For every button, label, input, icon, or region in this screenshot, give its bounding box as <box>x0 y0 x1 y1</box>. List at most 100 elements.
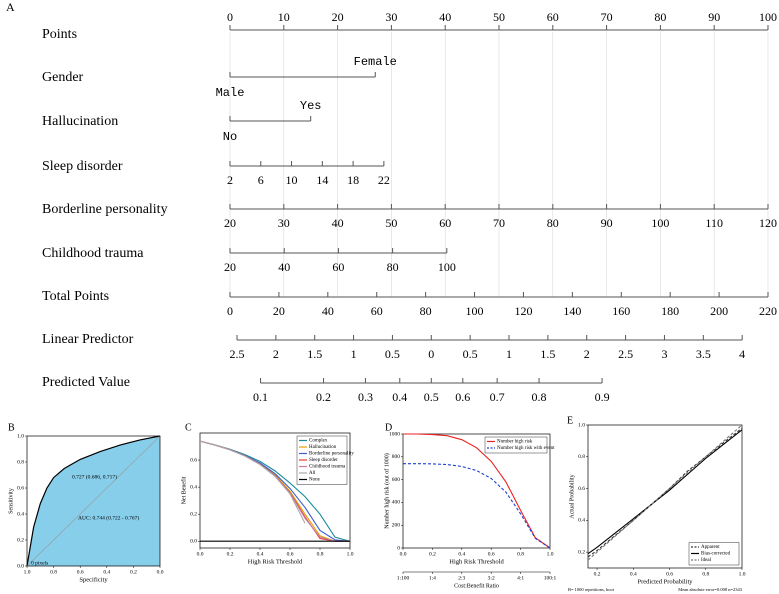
y-tick-label: 0.2 <box>190 511 197 517</box>
panel-label: B <box>8 422 15 433</box>
x-axis-label: Predicted Probability <box>637 578 693 585</box>
x-tick-label: 0.2 <box>130 569 137 575</box>
x-tick-label: 0.8 <box>50 569 57 575</box>
y-tick-label: 0.4 <box>190 484 197 490</box>
tick-label: 90 <box>601 216 613 230</box>
x-tick-label: 0.8 <box>317 551 324 557</box>
series-line <box>403 463 551 549</box>
tick-label: 110 <box>705 216 723 230</box>
series-line <box>587 427 743 558</box>
footnote: Mean absolute error=0.008 n=2343 <box>678 587 743 592</box>
tick-label: 40 <box>322 304 334 318</box>
tick-label: 200 <box>710 304 728 318</box>
y-axis-label: Net Benefit <box>180 476 187 504</box>
level-label: Male <box>216 86 245 100</box>
x-tick-label: 0.6 <box>77 569 84 575</box>
tick-label: 60 <box>439 216 451 230</box>
y-tick-label: 0.6 <box>17 485 24 491</box>
tick-label: 30 <box>385 10 397 24</box>
tick-label: 1 <box>506 347 512 361</box>
plot-frame <box>26 435 161 567</box>
tick-label: 14 <box>316 173 328 187</box>
y-axis-label: Actual Probability <box>569 474 575 518</box>
row-label: Childhood trauma <box>42 246 144 261</box>
y-tick-label: 0.8 <box>17 459 24 465</box>
tick-label: 180 <box>661 304 679 318</box>
tick-label: 80 <box>654 10 666 24</box>
tick-label: 0 <box>227 304 233 318</box>
tick-label: 30 <box>278 216 290 230</box>
x2-tick-label: 1:100 <box>397 575 410 581</box>
tick-label: 10 <box>286 173 298 187</box>
row-label: Total Points <box>42 289 109 304</box>
tick-label: 2.5 <box>618 347 633 361</box>
tick-label: 6 <box>258 173 264 187</box>
row-label: Sleep disorder <box>42 159 123 174</box>
tick-label: 0.9 <box>595 390 610 404</box>
series-line <box>403 433 551 549</box>
x-tick-label: 0.2 <box>594 571 601 577</box>
legend-label: Ideal <box>701 558 712 563</box>
footnote: B= 1000 repetitions, boot <box>568 587 615 593</box>
x-tick-label: 0.4 <box>257 551 264 557</box>
tick-label: 0.8 <box>532 390 547 404</box>
x-axis-label: High Risk Threshold <box>449 558 504 565</box>
x2-tick-label: 2:3 <box>458 575 465 581</box>
legend-label: Borderline personality <box>309 452 354 457</box>
tick-label: 0.4 <box>392 390 407 404</box>
x-axis-label: High Risk Threshold <box>248 558 303 565</box>
tick-label: 90 <box>708 10 720 24</box>
x-tick-label: 0.2 <box>429 551 436 557</box>
legend-label: Hallucination <box>309 445 337 450</box>
tick-label: 2 <box>273 347 279 361</box>
tick-label: 2.5 <box>229 347 244 361</box>
y-tick-label: 0.6 <box>578 486 585 492</box>
annotation: AUC: 0.744 (0.722 - 0.767) <box>78 514 139 521</box>
legend-label: Complex <box>309 439 328 444</box>
x-tick-label: 0.8 <box>702 571 709 577</box>
tick-label: 3.5 <box>696 347 711 361</box>
tick-label: 2 <box>227 173 233 187</box>
tick-label: 160 <box>612 304 630 318</box>
y-tick-label: 600 <box>392 477 401 483</box>
x-tick-label: 1.0 <box>347 551 354 557</box>
y-tick-label: 0.8 <box>578 454 585 460</box>
y-tick-label: 1.0 <box>17 433 24 439</box>
y-tick-label: 0.4 <box>578 518 585 524</box>
tick-label: 3 <box>661 347 667 361</box>
tick-label: 70 <box>493 216 505 230</box>
y-tick-label: 800 <box>392 454 401 460</box>
legend-label: None <box>309 478 321 483</box>
legend-box <box>484 436 548 454</box>
y-tick-label: 200 <box>392 522 401 528</box>
x-tick-label: 0.6 <box>488 551 495 557</box>
level-label: Female <box>354 55 397 69</box>
tick-label: 60 <box>332 260 344 274</box>
row-label: Linear Predictor <box>42 332 134 347</box>
tick-label: 0.5 <box>463 347 478 361</box>
x-tick-label: 0.6 <box>287 551 294 557</box>
tick-label: 100 <box>438 260 456 274</box>
tick-label: 100 <box>466 304 484 318</box>
y-tick-label: 0.4 <box>17 511 24 517</box>
tick-label: 0.2 <box>316 390 331 404</box>
tick-label: 20 <box>224 260 236 274</box>
x-tick-label: 1.0 <box>739 571 746 577</box>
series-line <box>199 440 306 524</box>
tick-label: 100 <box>759 10 777 24</box>
x-tick-label: 0.4 <box>458 551 465 557</box>
row-label: Gender <box>42 70 84 85</box>
tick-label: 1 <box>351 347 357 361</box>
tick-label: 10 <box>278 10 290 24</box>
x2-axis-label: Cost:Benefit Ratio <box>454 582 499 589</box>
x-tick-label: 0.0 <box>157 569 164 575</box>
tick-label: 120 <box>514 304 532 318</box>
tick-label: 0.5 <box>424 390 439 404</box>
x2-tick-label: 100:1 <box>544 575 557 581</box>
y-tick-label: 0.2 <box>578 549 585 555</box>
tick-label: 70 <box>601 10 613 24</box>
tick-label: 0.1 <box>253 390 268 404</box>
x-tick-label: 0.0 <box>197 551 204 557</box>
level-label: No <box>223 130 237 144</box>
tick-label: 1.5 <box>307 347 322 361</box>
